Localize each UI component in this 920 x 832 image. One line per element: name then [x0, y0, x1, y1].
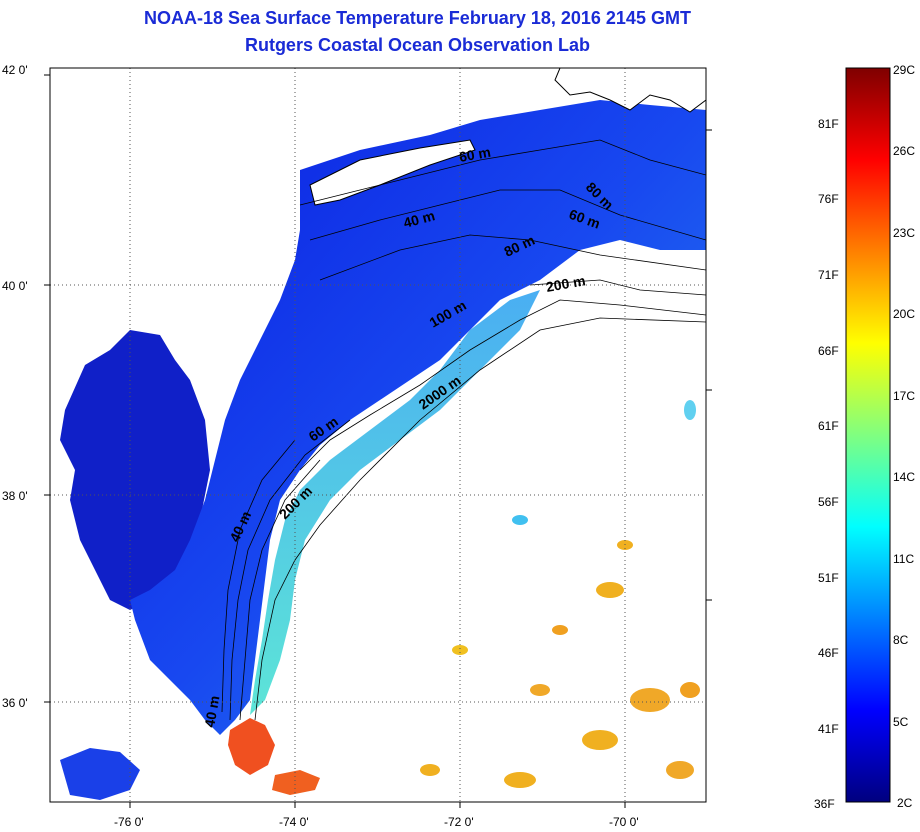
temperature-colorbar — [845, 67, 891, 803]
map-area — [50, 68, 706, 802]
pamlico-sound — [60, 748, 140, 800]
shelf-water — [130, 100, 706, 735]
long-island — [309, 139, 476, 206]
gulf-stream — [228, 718, 275, 775]
lon-tick-label: -72 0' — [444, 815, 474, 829]
contour-label: 200 m — [545, 272, 587, 295]
lat-tick-label: 36 0' — [2, 696, 28, 710]
lat-tick-label: 42 0' — [2, 63, 28, 77]
fahrenheit-label: 51F — [818, 571, 839, 585]
celsius-label: 20C — [893, 307, 915, 321]
contour-label: 40 m — [201, 694, 222, 728]
contour-label: 60 m — [458, 144, 492, 165]
lon-tick-label: -76 0' — [114, 815, 144, 829]
cape-cod — [554, 68, 706, 113]
fahrenheit-label: 81F — [818, 117, 839, 131]
map-title: NOAA-18 Sea Surface Temperature February… — [144, 8, 691, 28]
offshore-warm-patches — [420, 400, 700, 788]
fahrenheit-label: 71F — [818, 268, 839, 282]
fahrenheit-label: 36F — [814, 797, 835, 811]
lon-tick-label: -74 0' — [279, 815, 309, 829]
lon-tick-label: -70 0' — [609, 815, 639, 829]
celsius-label: 17C — [893, 389, 915, 403]
celsius-label: 5C — [893, 715, 909, 729]
shelf-break-water — [250, 290, 540, 715]
gulf-stream-tail — [272, 770, 320, 795]
celsius-label: 2C — [897, 796, 913, 810]
fahrenheit-label: 66F — [818, 344, 839, 358]
celsius-label: 14C — [893, 470, 915, 484]
lat-tick-label: 38 0' — [2, 489, 28, 503]
fahrenheit-label: 41F — [818, 722, 839, 736]
colorbar-fahrenheit-labels: 81F 76F 71F 66F 61F 56F 51F 46F 41F 36F — [814, 117, 839, 811]
map-frame — [49, 67, 707, 803]
celsius-label: 29C — [893, 63, 915, 77]
contour-label: 40 m — [402, 207, 437, 231]
colorbar-celsius-labels: 29C 26C 23C 20C 17C 14C 11C 8C 5C 2C — [893, 63, 915, 810]
fahrenheit-label: 76F — [818, 192, 839, 206]
graticule — [50, 68, 706, 802]
bathymetry-contours — [221, 139, 706, 721]
fahrenheit-label: 56F — [818, 495, 839, 509]
celsius-label: 23C — [893, 226, 915, 240]
fahrenheit-label: 61F — [818, 419, 839, 433]
celsius-label: 11C — [893, 552, 914, 566]
chesapeake-bay — [60, 330, 210, 610]
celsius-label: 8C — [893, 633, 909, 647]
lat-tick-label: 40 0' — [2, 279, 28, 293]
axis-ticks — [44, 74, 712, 808]
map-subtitle: Rutgers Coastal Ocean Observation Lab — [244, 35, 591, 55]
fahrenheit-label: 46F — [818, 646, 839, 660]
celsius-label: 26C — [893, 144, 915, 158]
